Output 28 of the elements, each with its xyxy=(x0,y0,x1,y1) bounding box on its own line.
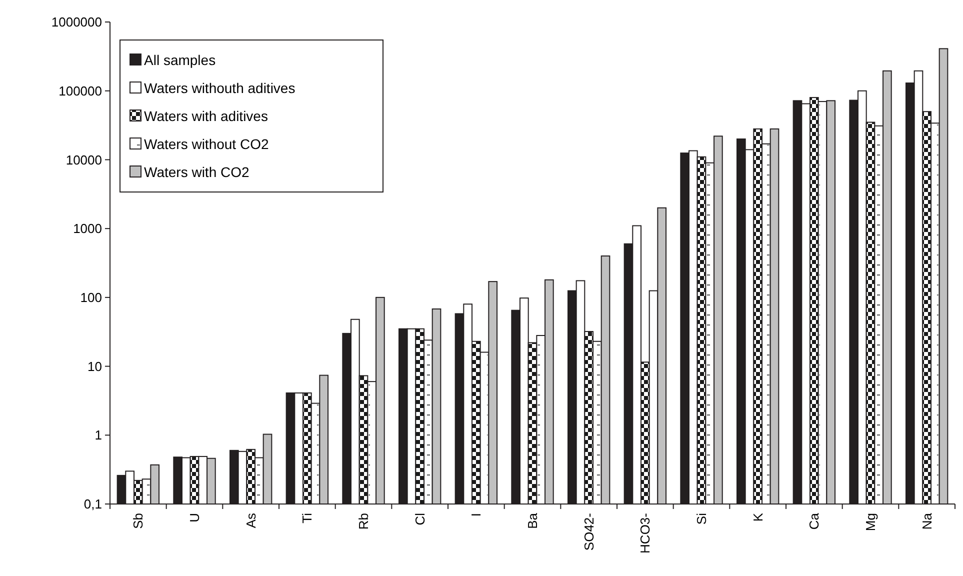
x-tick-label: Na xyxy=(919,512,934,530)
x-tick-label: Ti xyxy=(300,512,315,524)
y-tick-label: 0,1 xyxy=(84,496,102,512)
x-tick-label: As xyxy=(243,512,258,528)
x-tick-label: K xyxy=(750,512,766,522)
legend-label: Waters without CO2 xyxy=(144,136,269,152)
x-tick-label: Ba xyxy=(525,512,540,529)
x-tick-label: Si xyxy=(694,512,710,525)
y-tick-label: 10000 xyxy=(66,152,102,168)
legend-label: Waters withouth aditives xyxy=(144,80,296,96)
legend-label: All samples xyxy=(144,52,216,68)
x-tick-label: I xyxy=(468,513,484,517)
x-tick-label: Sb xyxy=(130,513,146,529)
x-tick-label: Cl xyxy=(412,512,428,526)
y-tick-label: 100 xyxy=(80,290,102,305)
x-tick-label: Mg xyxy=(863,513,878,532)
x-tick-label: Rb xyxy=(356,513,372,530)
x-tick-label: SO42- xyxy=(581,513,596,551)
y-tick-label: 100000 xyxy=(58,83,102,98)
legend-label: Waters with CO2 xyxy=(144,164,250,180)
legend-label: Waters with aditives xyxy=(144,108,268,124)
x-tick-label: U xyxy=(187,513,202,522)
y-tick-label: 1000 xyxy=(73,221,102,236)
y-tick-label: 1 xyxy=(94,428,102,443)
x-tick-label: Ca xyxy=(806,512,822,530)
x-tick-label: HCO3- xyxy=(638,513,653,554)
y-tick-label: 10 xyxy=(88,358,102,374)
y-tick-label: 1000000 xyxy=(51,14,102,30)
